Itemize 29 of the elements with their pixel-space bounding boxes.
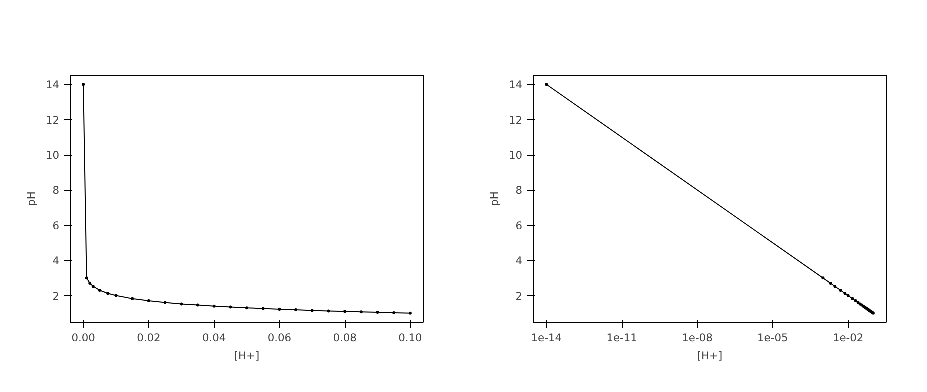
y-tick-label: 4 [52,254,60,268]
x-tick-label: 1e-08 [682,332,714,344]
y-tick-label: 2 [52,290,60,303]
y-tick-label: 6 [52,219,60,232]
x-axis-title: [H+] [234,350,260,362]
x-axis-title: [H+] [697,350,723,362]
y-tick-label: 10 [508,149,523,162]
y-tick-label: 14 [46,78,60,92]
x-tick-label: 1e-02 [832,332,864,344]
x-tick-label: 0.10 [398,332,423,344]
x-tick-label: 0.04 [202,332,226,344]
y-tick-label: 6 [516,219,523,232]
y-tick-label: 10 [46,149,60,162]
y-axis-title: pH [24,192,38,206]
x-tick-label: 0.06 [268,332,292,344]
y-tick-label: 4 [516,254,523,268]
x-tick-label: 0.00 [72,332,96,344]
x-tick-label: 1e-05 [758,332,788,344]
y-axis-title: pH [488,192,501,206]
y-tick-label: 8 [52,184,60,198]
x-tick-label: 0.02 [137,332,161,344]
y-tick-label: 8 [516,184,523,198]
x-tick-label: 0.08 [333,332,358,344]
y-tick-label: 2 [516,290,522,303]
x-tick-label: 1e-11 [606,332,638,344]
y-tick-label: 14 [508,78,523,92]
x-tick-label: 1e-14 [531,332,562,344]
y-tick-label: 12 [508,114,523,127]
y-tick-label: 12 [46,114,60,127]
